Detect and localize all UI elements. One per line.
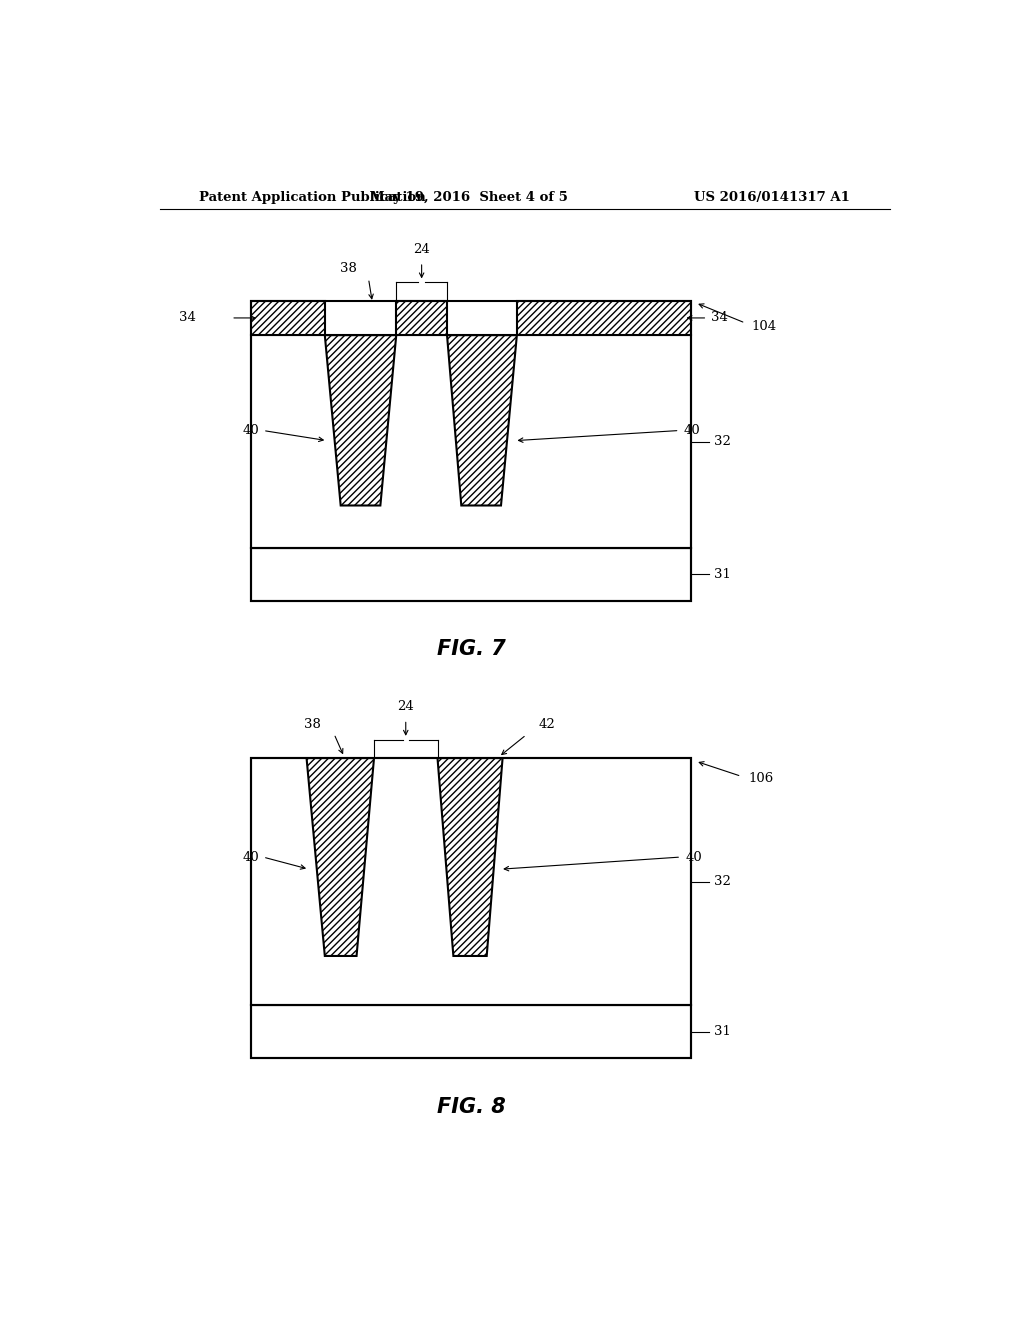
Bar	[251, 301, 691, 601]
Text: 106: 106	[749, 772, 774, 785]
Text: 40: 40	[684, 424, 700, 437]
Text: Patent Application Publication: Patent Application Publication	[200, 190, 426, 203]
Text: FIG. 8: FIG. 8	[437, 1097, 506, 1117]
Bar	[251, 335, 691, 548]
Text: 40: 40	[243, 424, 259, 437]
Polygon shape	[306, 758, 374, 956]
Text: 40: 40	[243, 850, 259, 863]
Text: 31: 31	[714, 568, 730, 581]
Text: US 2016/0141317 A1: US 2016/0141317 A1	[694, 190, 850, 203]
Bar	[251, 758, 691, 1057]
Polygon shape	[437, 758, 503, 956]
Bar	[251, 1006, 691, 1057]
Bar	[251, 758, 691, 1006]
Bar	[396, 301, 447, 335]
Text: 24: 24	[414, 243, 430, 256]
Bar	[251, 301, 325, 335]
Text: 24: 24	[397, 701, 414, 713]
Bar	[517, 301, 691, 335]
Text: 31: 31	[714, 1026, 730, 1038]
Text: 42: 42	[539, 718, 555, 731]
Polygon shape	[325, 335, 396, 506]
Text: FIG. 7: FIG. 7	[437, 639, 506, 659]
Text: 40: 40	[685, 850, 701, 863]
Polygon shape	[447, 335, 517, 506]
Text: 34: 34	[178, 312, 196, 325]
Text: May 19, 2016  Sheet 4 of 5: May 19, 2016 Sheet 4 of 5	[371, 190, 568, 203]
Text: 32: 32	[714, 436, 730, 447]
Bar	[251, 548, 691, 601]
Text: 34: 34	[712, 312, 728, 325]
Text: 38: 38	[340, 263, 356, 276]
Text: 104: 104	[751, 319, 776, 333]
Text: 38: 38	[303, 718, 321, 731]
Text: 32: 32	[714, 875, 730, 888]
